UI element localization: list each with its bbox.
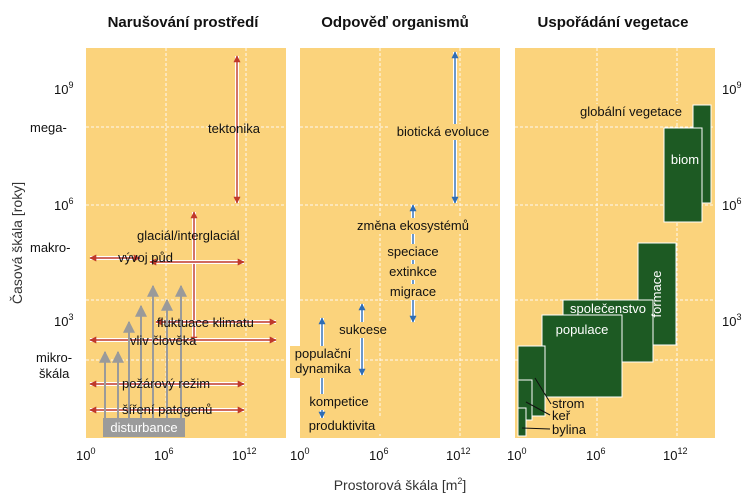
label-spolecenstvo: společenstvo xyxy=(570,301,646,316)
disturbance-box xyxy=(103,418,185,437)
vegetation-boxes xyxy=(517,104,712,437)
panel-response xyxy=(300,48,500,438)
disturbance-arrows xyxy=(89,55,277,418)
y-class-makro: makro- xyxy=(30,240,70,255)
x-tick-p1-1e0: 100 xyxy=(76,446,95,463)
label-tektonika: tektonika xyxy=(208,121,261,136)
label-pozarovy: požárový režim xyxy=(122,376,210,391)
y-class-mega: mega- xyxy=(30,120,67,135)
leader-bylina xyxy=(521,427,551,430)
label-produktivita: produktivita xyxy=(309,418,376,433)
leader-ker xyxy=(525,401,551,416)
x-tick-p1-1e12: 1012 xyxy=(232,446,256,463)
y-class-mikro-2: škála xyxy=(39,366,70,381)
label-extinkce: extinkce xyxy=(389,264,437,279)
bg-produktivita xyxy=(302,418,384,434)
label-formace: formace xyxy=(649,271,664,318)
y-tick-right-1e6: 106 xyxy=(722,196,741,213)
bg-kompetice xyxy=(302,394,376,410)
y-class-mikro: mikro- xyxy=(36,350,72,365)
label-populacni: populační xyxy=(295,346,352,361)
x-ticks: 100 106 1012 100 106 1012 100 106 1012 xyxy=(76,446,687,463)
y-tick-1e6: 106 xyxy=(54,196,73,213)
label-zmena: změna ekosystémů xyxy=(357,218,469,233)
label-disturbance: disturbance xyxy=(110,420,177,435)
x-tick-p2-1e12: 1012 xyxy=(446,446,470,463)
bg-sukcese xyxy=(336,322,390,338)
label-bioticka: biotická evoluce xyxy=(397,124,490,139)
y-tick-right-1e9: 109 xyxy=(722,80,741,97)
x-axis-title: Prostorová škála [m2] xyxy=(334,476,467,493)
bg-extinkce xyxy=(384,264,442,280)
x-tick-p2-1e0: 100 xyxy=(290,446,309,463)
y-tick-1e3: 103 xyxy=(54,312,73,329)
label-glacial: glaciál/interglaciál xyxy=(137,228,240,243)
label-strom: strom xyxy=(552,396,585,411)
x-tick-p3-1e12: 1012 xyxy=(663,446,687,463)
label-populacni-2: dynamika xyxy=(295,361,351,376)
label-ker: keř xyxy=(552,408,571,423)
label-vyvoj-pud: vývoj půd xyxy=(118,250,173,265)
leader-strom xyxy=(534,377,552,405)
label-bylina: bylina xyxy=(552,422,587,437)
bg-migrace xyxy=(384,284,442,300)
label-vliv: vliv člověka xyxy=(130,333,197,348)
label-kompetice: kompetice xyxy=(309,394,368,409)
label-migrace: migrace xyxy=(390,284,436,299)
label-fluktuace: fluktuace klimatu xyxy=(157,315,254,330)
label-globalni: globální vegetace xyxy=(580,104,682,119)
panel-title-response: Odpověď organismů xyxy=(321,14,468,31)
label-speciace: speciace xyxy=(387,244,438,259)
y-tick-right-1e3: 103 xyxy=(722,312,741,329)
y-tick-1e9: 109 xyxy=(54,80,73,97)
x-tick-p2-1e6: 106 xyxy=(369,446,388,463)
y-axis-title: Časová škála [roky] xyxy=(9,182,25,304)
label-sukcese: sukcese xyxy=(339,322,387,337)
panel-title-vegetation: Uspořádání vegetace xyxy=(538,14,689,31)
label-sireni: šíření patogenů xyxy=(122,402,212,417)
bg-populacni xyxy=(290,346,356,378)
x-tick-p3-1e6: 106 xyxy=(586,446,605,463)
bg-speciace xyxy=(384,244,442,260)
box-biom xyxy=(663,127,703,223)
label-biom: biom xyxy=(671,152,699,167)
panel-disturbance xyxy=(86,48,286,438)
x-tick-p1-1e6: 106 xyxy=(154,446,173,463)
bg-zmena xyxy=(346,218,480,234)
box-bylina xyxy=(517,407,527,437)
panel-title-disturbance: Narušování prostředí xyxy=(108,14,260,31)
bg-bioticka xyxy=(388,124,498,140)
label-populace: populace xyxy=(556,322,609,337)
bg-globalni xyxy=(570,104,692,120)
box-populace xyxy=(541,314,623,398)
x-tick-p3-1e0: 100 xyxy=(507,446,526,463)
